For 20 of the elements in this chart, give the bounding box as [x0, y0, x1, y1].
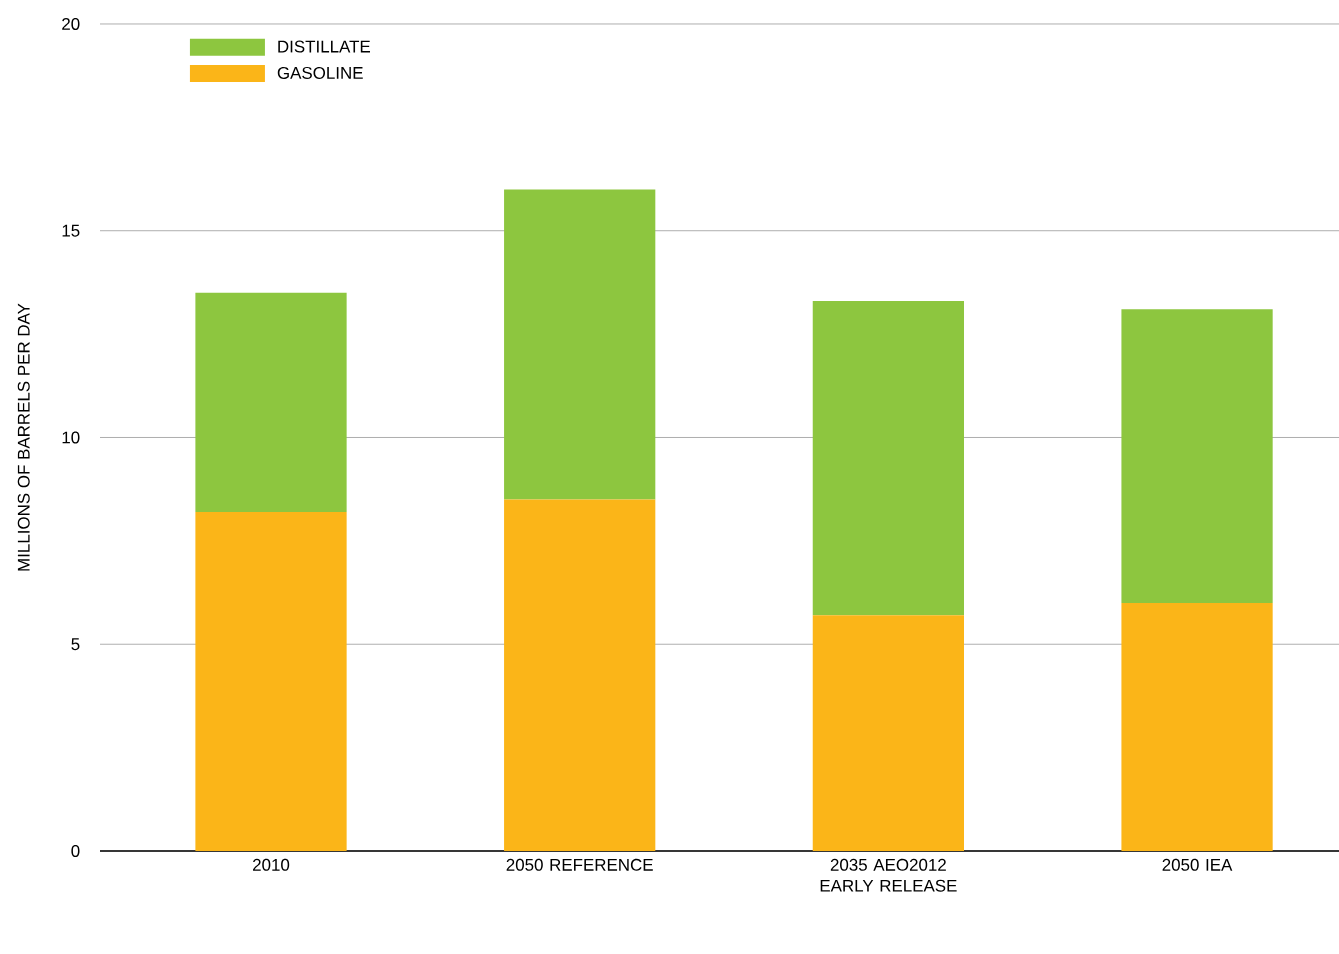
- bar: [1121, 309, 1273, 603]
- x-tick-label: 2050 IEA: [1162, 858, 1233, 871]
- y-axis-title: MILLIONS OF BARRELS PER DAY: [17, 303, 30, 571]
- bar: [1121, 602, 1273, 851]
- bar: [504, 499, 656, 851]
- bar: [195, 292, 347, 512]
- x-tick-label: 2035 AEO2012 EARLY RELEASE: [820, 858, 957, 892]
- bar: [812, 615, 964, 851]
- bar: [195, 511, 347, 851]
- y-tick-label: 0: [71, 845, 80, 857]
- y-tick-label: 20: [62, 17, 80, 30]
- x-tick-label: 2010: [253, 858, 290, 871]
- y-tick-label: 5: [71, 638, 80, 651]
- x-tick-label: 2050 REFERENCE: [506, 858, 653, 871]
- y-tick-label: 10: [62, 431, 80, 444]
- bar: [504, 189, 656, 500]
- legend-label: DISTILLATE: [278, 40, 371, 53]
- legend-label: GASOLINE: [277, 66, 363, 79]
- y-tick-label: 15: [62, 224, 80, 237]
- bar: [812, 301, 964, 616]
